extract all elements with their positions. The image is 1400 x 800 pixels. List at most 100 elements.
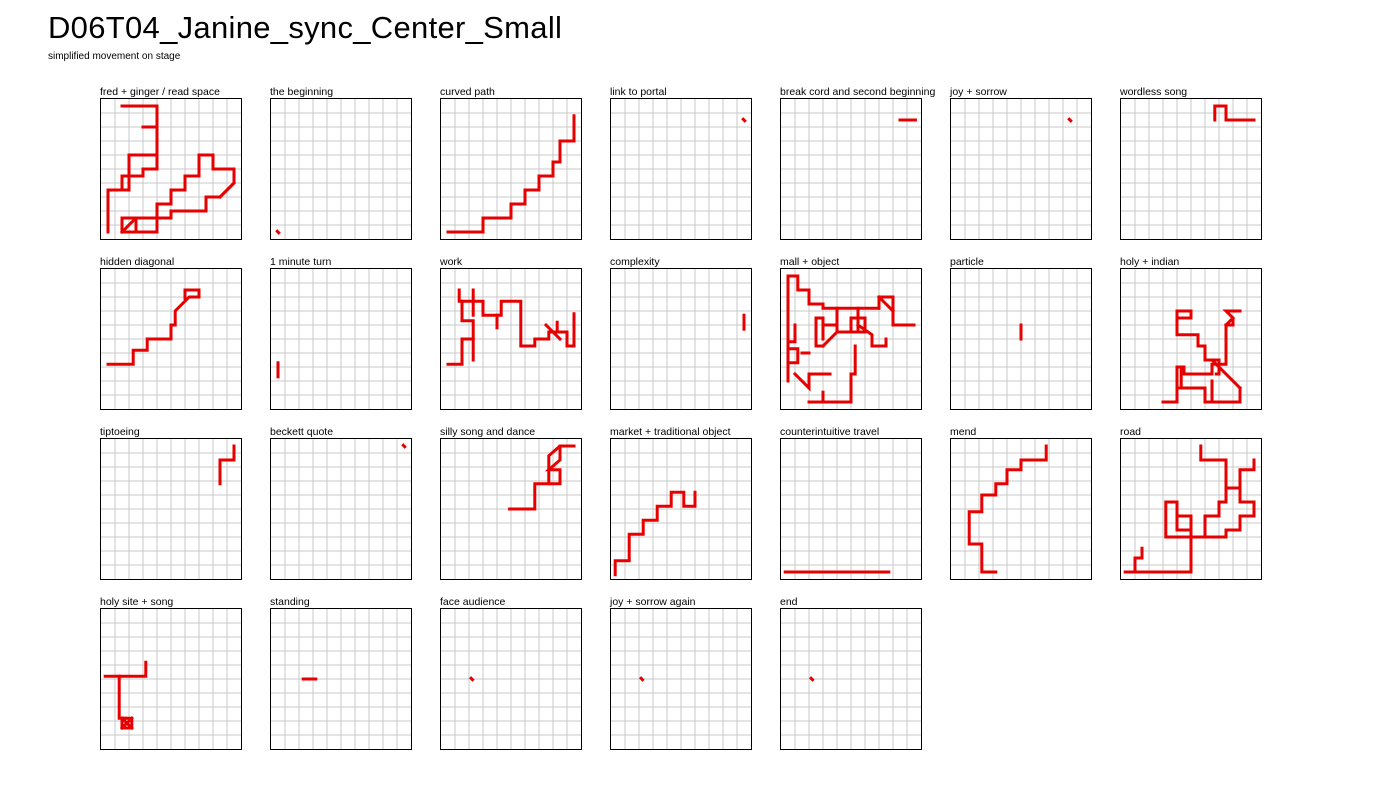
movement-path bbox=[1199, 444, 1256, 539]
plot-frame bbox=[270, 608, 412, 750]
stage-plot bbox=[100, 438, 242, 580]
movement-path bbox=[855, 322, 888, 348]
movement-path bbox=[1164, 500, 1228, 539]
plot-frame bbox=[270, 438, 412, 580]
gridlines bbox=[611, 99, 751, 239]
movement-path bbox=[613, 490, 697, 577]
movement-path bbox=[106, 288, 201, 366]
movement-path bbox=[1067, 117, 1073, 123]
movement-path bbox=[1175, 309, 1193, 320]
page-title: D06T04_Janine_sync_Center_Small bbox=[48, 10, 563, 45]
movement-path bbox=[808, 676, 815, 682]
panel-label: particle bbox=[950, 256, 984, 268]
movement-path bbox=[543, 322, 563, 342]
stage-plot bbox=[440, 608, 582, 750]
stage-plot bbox=[1120, 98, 1262, 240]
plot-frame bbox=[610, 438, 752, 580]
stage-plot bbox=[950, 268, 1092, 410]
stage-plot bbox=[270, 268, 412, 410]
movement-path bbox=[120, 153, 159, 192]
stage-plot bbox=[270, 608, 412, 750]
movement-path bbox=[877, 295, 895, 313]
gridlines bbox=[101, 609, 241, 749]
movement-path bbox=[786, 347, 800, 365]
plot-frame bbox=[950, 98, 1092, 240]
plot-frame bbox=[440, 268, 582, 410]
stage-plot bbox=[610, 438, 752, 580]
gridlines bbox=[611, 269, 751, 409]
stage-plot bbox=[610, 268, 752, 410]
movement-path bbox=[741, 117, 747, 123]
gridlines bbox=[1121, 269, 1261, 409]
panel: standing bbox=[270, 596, 450, 756]
movement-path bbox=[141, 104, 159, 129]
panel-label: mall + object bbox=[780, 256, 840, 268]
plot-frame bbox=[1120, 268, 1262, 410]
movement-path bbox=[103, 660, 148, 678]
panel: road bbox=[1120, 426, 1300, 586]
movement-path bbox=[876, 294, 896, 314]
panel: link to portal bbox=[610, 86, 790, 246]
panel-label: complexity bbox=[610, 256, 660, 268]
panel: joy + sorrow bbox=[950, 86, 1130, 246]
movement-path bbox=[117, 674, 128, 720]
movement-path bbox=[119, 716, 134, 731]
panel-label: wordless song bbox=[1120, 86, 1188, 98]
panel: face audience bbox=[440, 596, 620, 756]
movement-path bbox=[638, 676, 645, 682]
panel: joy + sorrow again bbox=[610, 596, 790, 756]
movement-path bbox=[1222, 309, 1242, 348]
panel-label: work bbox=[440, 256, 463, 268]
gridlines bbox=[441, 609, 581, 749]
movement-path bbox=[119, 180, 237, 235]
panel: tiptoeing bbox=[100, 426, 280, 586]
stage-plot bbox=[270, 438, 412, 580]
movement-path bbox=[127, 153, 236, 234]
panel-label: market + traditional object bbox=[610, 426, 731, 438]
panel-label: holy site + song bbox=[100, 596, 174, 608]
panel: complexity bbox=[610, 256, 790, 416]
panel: holy + indian bbox=[1120, 256, 1300, 416]
panel-label: silly song and dance bbox=[440, 426, 536, 438]
plot-frame bbox=[440, 98, 582, 240]
panel: mall + object bbox=[780, 256, 960, 416]
movement-path bbox=[460, 299, 475, 341]
gridlines bbox=[271, 99, 411, 239]
panel: holy site + song bbox=[100, 596, 280, 756]
gridlines bbox=[1121, 439, 1261, 579]
movement-path bbox=[1133, 546, 1144, 574]
plot-frame bbox=[1120, 98, 1262, 240]
panel-label: link to portal bbox=[610, 86, 667, 98]
movement-path bbox=[820, 306, 839, 349]
plot-frame bbox=[1120, 438, 1262, 580]
gridlines bbox=[271, 609, 411, 749]
panel-label: mend bbox=[950, 426, 977, 438]
movement-path bbox=[457, 288, 559, 348]
panel: 1 minute turn bbox=[270, 256, 450, 416]
panel-label: holy + indian bbox=[1120, 256, 1180, 268]
panel: work bbox=[440, 256, 620, 416]
panel-label: fred + ginger / read space bbox=[100, 86, 220, 98]
panel-label: counterintuitive travel bbox=[780, 426, 880, 438]
plot-frame bbox=[100, 438, 242, 580]
panel-label: face audience bbox=[440, 596, 506, 608]
panel-label: break cord and second beginning bbox=[780, 86, 936, 98]
panel: end bbox=[780, 596, 960, 756]
panel-label: tiptoeing bbox=[100, 426, 140, 438]
panel: counterintuitive travel bbox=[780, 426, 960, 586]
panel-label: hidden diagonal bbox=[100, 256, 175, 268]
gridlines bbox=[781, 609, 921, 749]
plot-frame bbox=[610, 98, 752, 240]
stage-plot bbox=[1120, 268, 1262, 410]
movement-path bbox=[1175, 514, 1193, 532]
plot-frame bbox=[100, 268, 242, 410]
movement-path bbox=[1223, 315, 1236, 328]
stage-plot bbox=[610, 98, 752, 240]
gridlines bbox=[951, 99, 1091, 239]
plot-frame bbox=[780, 438, 922, 580]
movement-path bbox=[275, 229, 281, 235]
stage-plot bbox=[1120, 438, 1262, 580]
plot-frame bbox=[440, 438, 582, 580]
movement-path bbox=[120, 216, 138, 234]
gridlines bbox=[1121, 99, 1261, 239]
